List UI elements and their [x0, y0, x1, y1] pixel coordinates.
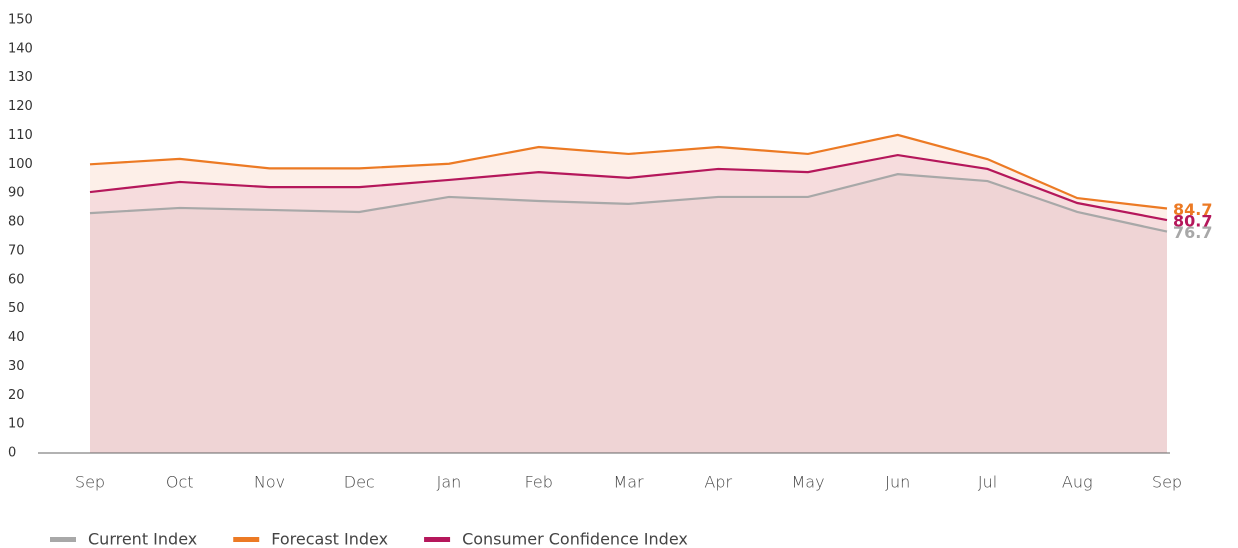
y-tick-label: 140 [8, 41, 33, 56]
series-line [89, 153, 1168, 222]
end-label: 84.7 [1173, 200, 1212, 219]
x-tick-label: Sep [75, 473, 105, 492]
y-tick-label: 100 [8, 157, 33, 172]
x-tick-label: Mar [613, 473, 644, 492]
y-tick-label: 30 [8, 359, 25, 374]
x-tick-label: Nov [254, 473, 285, 492]
series-line [89, 173, 1168, 233]
x-tick-label: May [791, 473, 824, 492]
y-tick-label: 130 [8, 70, 33, 85]
legend-swatch [424, 537, 451, 542]
x-tick-label: Aug [1062, 473, 1093, 492]
y-tick-label: 150 [8, 13, 33, 28]
x-tick-label: Jan [437, 473, 462, 492]
x-tick-label: Dec [344, 473, 375, 492]
y-tick-label: 20 [8, 388, 25, 403]
x-tick-label: Feb [525, 473, 553, 492]
x-tick-label: Sep [1152, 473, 1182, 492]
y-tick-label: 90 [8, 186, 25, 201]
x-tick-label: Jul [978, 473, 997, 492]
y-tick-label: 10 [8, 417, 25, 432]
series-line [89, 133, 1168, 210]
x-tick-label: Jun [885, 473, 910, 492]
y-tick-label: 0 [8, 446, 16, 461]
y-tick-label: 110 [8, 128, 33, 143]
end-label: 76.7 [1173, 223, 1212, 242]
x-tick-label: Apr [704, 473, 732, 492]
area [90, 174, 1167, 453]
end-label: 80.7 [1173, 212, 1212, 231]
legend-swatch [50, 537, 76, 542]
legend-label: Forecast Index [271, 530, 388, 548]
legend-label: Consumer Confidence Index [462, 530, 688, 548]
y-tick-label: 80 [8, 215, 25, 230]
y-tick-label: 40 [8, 330, 25, 345]
y-tick-label: 50 [8, 301, 25, 316]
x-tick-label: Oct [166, 473, 194, 492]
legend-swatch [233, 537, 260, 542]
y-tick-label: 60 [8, 272, 25, 287]
y-tick-label: 120 [8, 99, 33, 114]
legend-label: Current Index [88, 530, 197, 548]
y-tick-label: 70 [8, 243, 25, 258]
